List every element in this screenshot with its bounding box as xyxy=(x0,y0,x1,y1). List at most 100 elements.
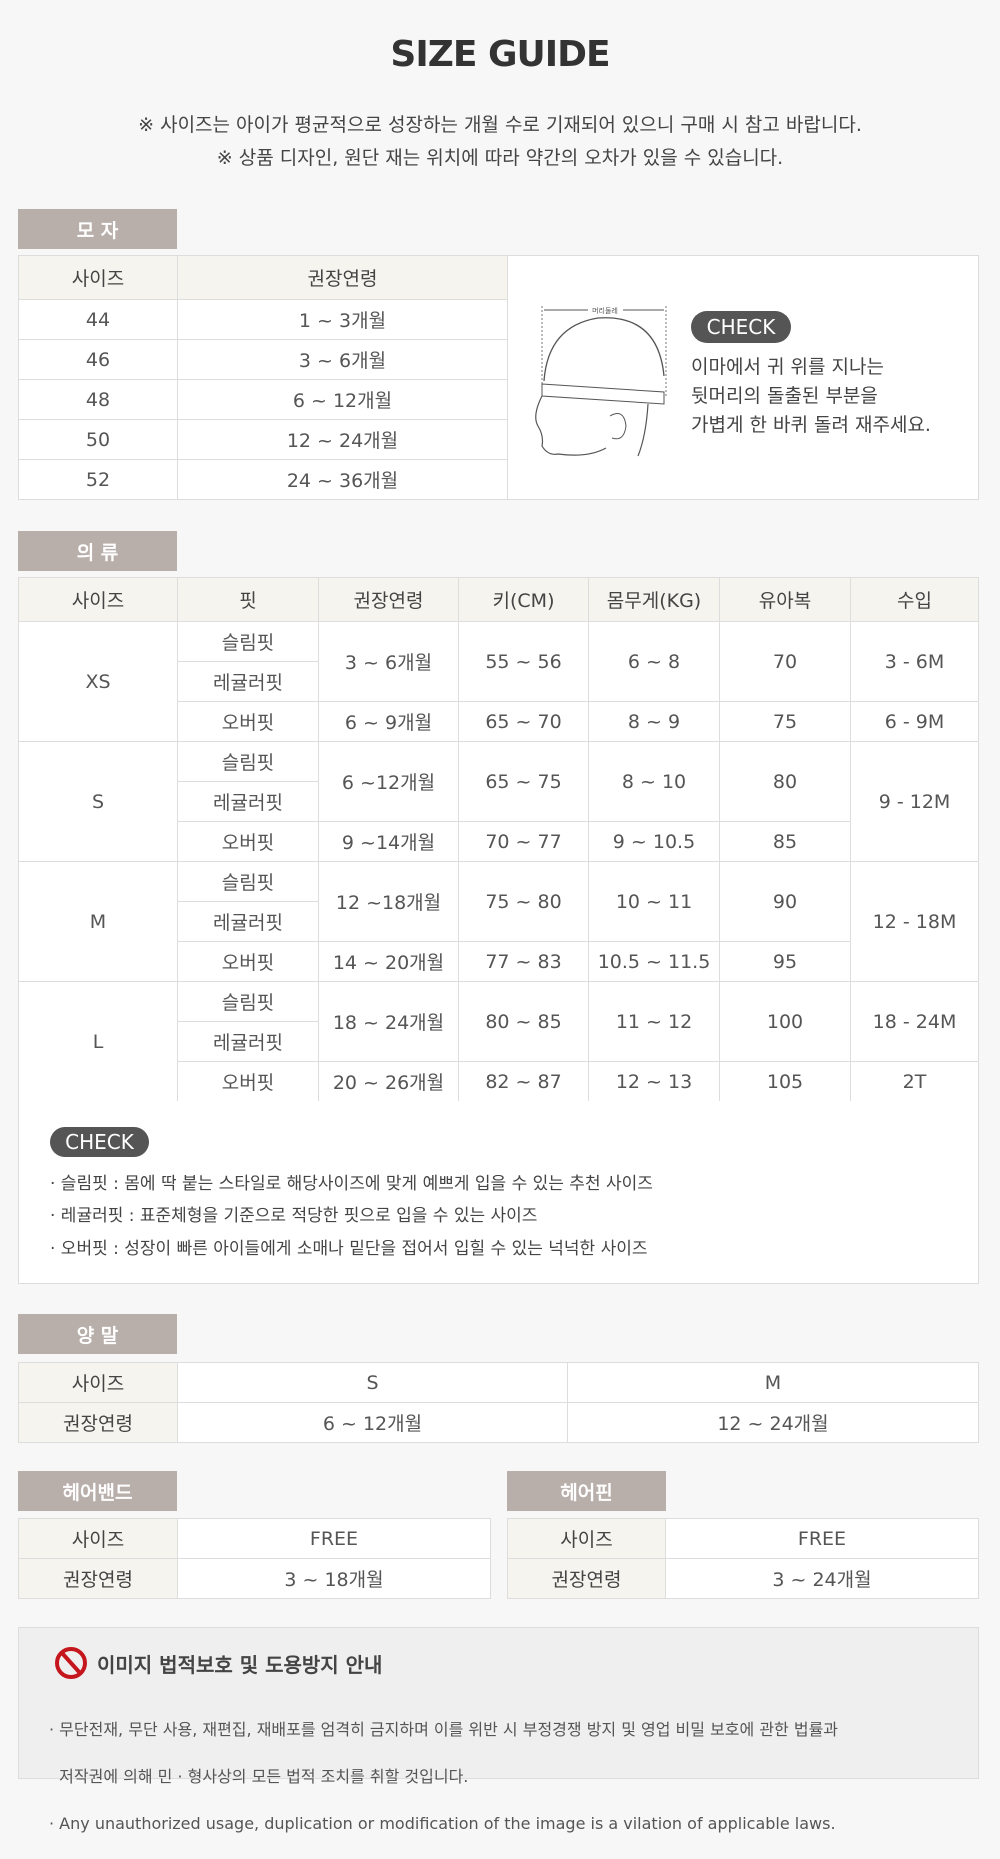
notice-line: 저작권에 의해 민 · 형사상의 모든 법적 조치를 취할 것입니다. xyxy=(49,1766,469,1786)
fit-cell: 오버핏 xyxy=(177,821,319,862)
socks-table: 사이즈 S M 권장연령 6 ~ 12개월 12 ~ 24개월 xyxy=(18,1362,979,1443)
fit-cell: 슬림핏 xyxy=(177,981,319,1022)
svg-text:머리둘레: 머리둘레 xyxy=(592,306,618,315)
import-size-cell: 18 - 24M xyxy=(850,981,979,1062)
header: 핏 xyxy=(177,577,319,622)
header: 키(CM) xyxy=(458,577,589,622)
check-badge: CHECK xyxy=(691,311,791,343)
height-cell: 80 ~ 85 xyxy=(458,981,589,1062)
height-cell: 70 ~ 77 xyxy=(458,821,589,862)
clothing-table: 사이즈 핏 권장연령 키(CM) 몸무게(KG) 유아복 수입 XS 슬림핏 3 ~ 6개월 55… xyxy=(18,577,979,1102)
weight-cell: 10 ~ 11 xyxy=(588,861,720,942)
age-cell: 14 ~ 20개월 xyxy=(318,941,459,982)
prohibited-icon xyxy=(55,1647,87,1679)
head-measure-illustration: 머리둘레 xyxy=(535,306,667,457)
height-cell: 55 ~ 56 xyxy=(458,621,589,702)
fit-cell: 레귤러핏 xyxy=(177,1021,319,1062)
fit-note-regular: · 레귤러핏 : 표준체형을 기준으로 적당한 핏으로 입을 수 있는 사이즈 xyxy=(50,1206,538,1226)
fit-cell: 레귤러핏 xyxy=(177,901,319,942)
hat-table: 사이즈 권장연령 머리둘레 CHECK 이마에서 귀 위를 지나는 뒷머리의 돌출… xyxy=(18,255,979,500)
notice-line: · 무단전재, 무단 사용, 재편집, 재배포를 엄격히 금지하며 이를 위반 … xyxy=(49,1719,839,1739)
fit-note-slim: · 슬림핏 : 몸에 딱 붙는 스타일로 해당사이즈에 맞게 예쁘게 입을 수 … xyxy=(50,1174,653,1194)
check-badge: CHECK xyxy=(50,1127,149,1157)
header: 몸무게(KG) xyxy=(588,577,720,622)
weight-cell: 11 ~ 12 xyxy=(588,981,720,1062)
age-cell: 9 ~14개월 xyxy=(318,821,459,862)
check-line: 뒷머리의 돌출된 부분을 xyxy=(691,385,878,407)
table-row: 레귤러핏 xyxy=(19,661,979,702)
kids-size-cell: 80 xyxy=(719,741,851,822)
table-row: 오버핏 9 ~14개월 70 ~ 77 9 ~ 10.5 85 xyxy=(19,821,979,862)
notice-line: · Any unauthorized usage, duplication or… xyxy=(49,1813,836,1833)
table-row: M 슬림핏 12 ~18개월 75 ~ 80 10 ~ 11 90 12 - 18M xyxy=(18,861,979,982)
age-cell: 20 ~ 26개월 xyxy=(318,1061,459,1102)
section-tab-clothing: 의 류 xyxy=(18,531,177,571)
age-cell: 18 ~ 24개월 xyxy=(318,981,459,1062)
hairpin-table: 사이즈 FREE 권장연령 3 ~ 24개월 xyxy=(507,1518,979,1599)
check-line: 가볍게 한 바퀴 돌려 재주세요. xyxy=(691,414,931,436)
header: 권장연령 xyxy=(318,577,459,622)
fit-cell: 오버핏 xyxy=(177,701,319,742)
height-cell: 65 ~ 75 xyxy=(458,741,589,822)
notice-title: 이미지 법적보호 및 도용방지 안내 xyxy=(97,1653,383,1677)
weight-cell: 10.5 ~ 11.5 xyxy=(588,941,720,982)
kids-size-cell: 100 xyxy=(719,981,851,1062)
hairband-table: 사이즈 FREE 권장연령 3 ~ 18개월 xyxy=(18,1518,491,1599)
age-cell: 6 ~ 9개월 xyxy=(318,701,459,742)
height-cell: 82 ~ 87 xyxy=(458,1061,589,1102)
section-tab-socks: 양 말 xyxy=(18,1314,177,1354)
fit-cell: 레귤러핏 xyxy=(177,781,319,822)
fit-cell: 슬림핏 xyxy=(177,861,319,902)
import-size-cell: 3 - 6M xyxy=(850,621,979,702)
height-cell: 75 ~ 80 xyxy=(458,861,589,942)
kids-size-cell: 95 xyxy=(719,941,851,982)
header-size: 사이즈 xyxy=(18,255,178,300)
fit-cell: 오버핏 xyxy=(177,1061,319,1102)
table-row: XS 슬림핏 3 ~ 6개월 55 ~ 56 6 ~ 8 70 3 - 6M xyxy=(18,621,979,742)
size-cell: XS xyxy=(18,621,178,742)
age-cell: 12 ~18개월 xyxy=(318,861,459,942)
table-row: 레귤러핏 xyxy=(19,781,979,822)
height-cell: 65 ~ 70 xyxy=(458,701,589,742)
fit-cell: 오버핏 xyxy=(177,941,319,982)
header: 수입 xyxy=(850,577,979,622)
fit-note-over: · 오버핏 : 성장이 빠른 아이들에게 소매나 밑단을 접어서 입힐 수 있는… xyxy=(50,1239,648,1259)
section-tab-hairband: 헤어밴드 xyxy=(18,1471,177,1511)
fit-cell: 슬림핏 xyxy=(177,621,319,662)
size-cell: S xyxy=(18,741,178,862)
hat-measure-panel: 머리둘레 CHECK 이마에서 귀 위를 지나는 뒷머리의 돌출된 부분을 가볍… xyxy=(507,255,979,500)
age-cell: 6 ~12개월 xyxy=(318,741,459,822)
header: 사이즈 xyxy=(18,577,178,622)
size-cell: M xyxy=(18,861,178,982)
header: 유아복 xyxy=(719,577,851,622)
table-row: 52 24 ~ 36개월 xyxy=(18,459,979,500)
fit-cell: 슬림핏 xyxy=(177,741,319,782)
height-cell: 77 ~ 83 xyxy=(458,941,589,982)
import-size-cell: 2T xyxy=(850,1061,979,1102)
weight-cell: 6 ~ 8 xyxy=(588,621,720,702)
clothing-check-panel xyxy=(18,1101,979,1284)
import-size-cell: 6 - 9M xyxy=(850,701,979,742)
kids-size-cell: 70 xyxy=(719,621,851,702)
legal-notice: 이미지 법적보호 및 도용방지 안내 · 무단전재, 무단 사용, 재편집, 재… xyxy=(18,1627,979,1833)
section-tab-hat: 모 자 xyxy=(18,209,177,249)
kids-size-cell: 105 xyxy=(719,1061,851,1102)
table-row: 50 12 ~ 24개월 xyxy=(18,419,979,460)
kids-size-cell: 75 xyxy=(719,701,851,742)
section-tab-hairpin: 헤어핀 xyxy=(507,1471,666,1511)
page-title: SIZE GUIDE xyxy=(390,34,610,75)
table-row: S 슬림핏 6 ~12개월 65 ~ 75 8 ~ 10 80 9 - 12M xyxy=(18,741,979,862)
age-cell: 3 ~ 6개월 xyxy=(318,621,459,702)
table-row: 46 3 ~ 6개월 xyxy=(18,339,979,380)
table-row: 레귤러핏 xyxy=(19,901,979,942)
weight-cell: 12 ~ 13 xyxy=(588,1061,720,1102)
note-1: ※ 사이즈는 아이가 평균적으로 성장하는 개월 수로 기재되어 있으니 구매 … xyxy=(138,114,862,136)
table-row: L 슬림핏 18 ~ 24개월 80 ~ 85 11 ~ 12 100 18 - 24M xyxy=(18,981,979,1102)
kids-size-cell: 90 xyxy=(719,861,851,942)
size-cell: L xyxy=(18,981,178,1102)
table-row: 오버핏 6 ~ 9개월 65 ~ 70 8 ~ 9 75 6 - 9M xyxy=(19,701,979,742)
check-line: 이마에서 귀 위를 지나는 xyxy=(691,356,884,378)
header-age: 권장연령 xyxy=(177,255,508,300)
kids-size-cell: 85 xyxy=(719,821,851,862)
weight-cell: 8 ~ 10 xyxy=(588,741,720,822)
